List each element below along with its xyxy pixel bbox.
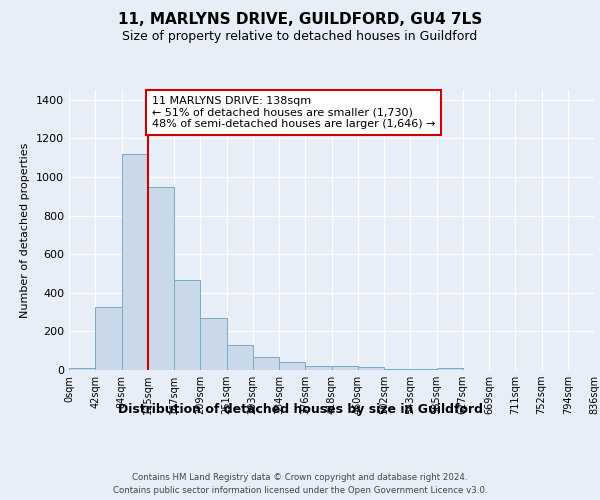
Text: Contains HM Land Registry data © Crown copyright and database right 2024.: Contains HM Land Registry data © Crown c… — [132, 472, 468, 482]
Text: Size of property relative to detached houses in Guildford: Size of property relative to detached ho… — [122, 30, 478, 43]
Bar — [95, 307, 121, 370]
Bar — [253, 358, 279, 370]
Bar — [227, 345, 253, 370]
Y-axis label: Number of detached properties: Number of detached properties — [20, 142, 31, 318]
Bar — [410, 369, 437, 370]
Bar — [279, 362, 305, 370]
Bar — [305, 366, 331, 370]
Bar — [69, 368, 95, 370]
Bar — [331, 366, 358, 370]
Text: Contains public sector information licensed under the Open Government Licence v3: Contains public sector information licen… — [113, 486, 487, 495]
Bar — [148, 186, 174, 370]
Bar — [358, 367, 384, 370]
Text: Distribution of detached houses by size in Guildford: Distribution of detached houses by size … — [118, 402, 482, 415]
Bar — [437, 368, 463, 370]
Text: 11 MARLYNS DRIVE: 138sqm
← 51% of detached houses are smaller (1,730)
48% of sem: 11 MARLYNS DRIVE: 138sqm ← 51% of detach… — [152, 96, 435, 129]
Bar — [200, 318, 227, 370]
Bar — [174, 280, 200, 370]
Text: 11, MARLYNS DRIVE, GUILDFORD, GU4 7LS: 11, MARLYNS DRIVE, GUILDFORD, GU4 7LS — [118, 12, 482, 28]
Bar — [384, 369, 410, 370]
Bar — [121, 154, 148, 370]
